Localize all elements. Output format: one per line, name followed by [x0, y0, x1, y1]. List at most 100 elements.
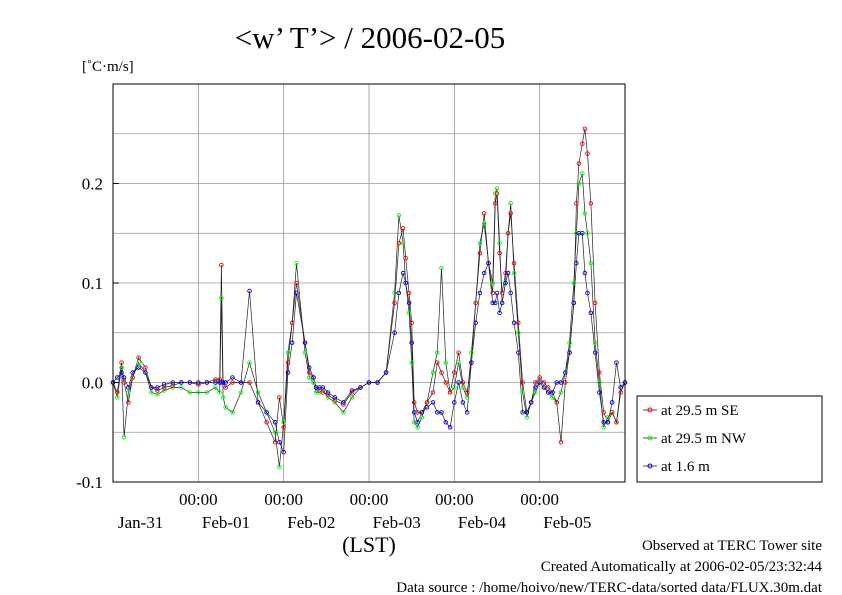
data-point-series-3	[464, 410, 470, 415]
data-point-series-3	[115, 375, 120, 380]
data-point-series-1	[223, 385, 228, 390]
data-point-series-3	[230, 375, 235, 380]
data-point-series-3	[332, 395, 338, 400]
data-point-series-3	[528, 400, 534, 405]
data-point-series-1	[574, 201, 579, 206]
data-point-series-1	[456, 350, 461, 355]
data-point-series-3	[618, 385, 623, 390]
data-point-series-1	[325, 392, 331, 397]
data-point-series-3	[419, 410, 425, 415]
data-point-series-3	[223, 380, 228, 385]
data-point-series-1	[136, 355, 141, 360]
data-point-series-1	[115, 390, 120, 395]
data-point-series-1	[219, 262, 224, 268]
data-point-series-3	[554, 380, 559, 385]
data-point-series-1	[196, 382, 201, 387]
data-point-series-1	[494, 191, 500, 196]
legend-marker	[647, 407, 653, 413]
data-point-series-2	[302, 350, 308, 355]
data-point-series-3	[524, 410, 530, 415]
data-point-series-2	[220, 395, 226, 400]
data-point-series-2	[223, 405, 228, 410]
data-point-series-2	[567, 340, 572, 345]
data-point-series-1	[411, 400, 417, 405]
y-tick-label: 0.2	[82, 175, 103, 194]
x-tick-label-date: Feb-02	[287, 513, 335, 532]
x-tick-label-date: Feb-01	[202, 513, 250, 532]
data-point-series-3	[406, 300, 412, 306]
data-point-series-1	[618, 390, 623, 395]
data-point-series-3	[143, 370, 148, 375]
data-point-series-3	[499, 300, 505, 306]
data-point-series-2	[119, 365, 124, 370]
data-point-series-3	[219, 380, 224, 385]
data-point-series-3	[307, 365, 312, 370]
data-point-series-2	[307, 375, 312, 380]
data-point-series-1	[247, 380, 252, 385]
x-tick-labels: 00:00 00:00 00:00 00:00 00:00 Jan-31 Feb-01 Feb…	[118, 490, 591, 532]
data-point-series-1	[161, 385, 167, 390]
data-point-series-3	[609, 400, 615, 405]
y-tick-label: 0.1	[82, 274, 103, 293]
data-point-series-3	[511, 320, 517, 326]
data-point-series-3	[550, 390, 555, 395]
data-point-series-3	[469, 360, 474, 365]
data-point-series-3	[497, 310, 502, 316]
data-point-series-2	[213, 385, 218, 390]
x-tick-label-date: Feb-05	[543, 513, 591, 532]
data-point-series-1	[499, 290, 505, 296]
data-point-series-3	[443, 420, 449, 425]
data-point-series-1	[439, 370, 444, 375]
data-point-series-1	[585, 151, 590, 156]
data-point-series-1	[497, 250, 502, 256]
data-point-series-2	[115, 395, 120, 400]
data-point-series-3	[430, 400, 436, 405]
data-point-series-3	[447, 425, 453, 430]
data-point-series-1	[317, 388, 322, 393]
data-point-series-2	[443, 360, 449, 365]
data-point-series-3	[605, 420, 611, 425]
data-point-series-3	[341, 400, 346, 405]
x-tick-label-date: Feb-04	[458, 513, 507, 532]
data-point-series-2	[409, 360, 414, 365]
data-point-series-2	[161, 388, 167, 393]
data-point-series-2	[136, 360, 141, 365]
data-point-series-2	[508, 201, 513, 206]
data-point-series-2	[272, 430, 278, 435]
data-point-series-2	[605, 415, 611, 420]
data-point-series-1	[143, 365, 148, 370]
data-point-series-3	[508, 290, 513, 296]
legend: at 29.5 m SE at 29.5 m NW at 1.6 m	[636, 395, 823, 483]
data-point-series-2	[217, 390, 222, 395]
data-point-series-1	[170, 383, 175, 388]
data-point-series-3	[435, 410, 440, 415]
data-point-series-1	[609, 410, 615, 415]
data-point-series-3	[481, 270, 487, 276]
x-axis-label: (LST)	[342, 532, 396, 557]
data-point-series-3	[311, 375, 316, 380]
data-point-series-2	[571, 280, 577, 286]
data-point-series-1	[447, 390, 453, 395]
legend-label: at 1.6 m	[661, 459, 710, 475]
data-point-series-2	[494, 186, 500, 191]
x-tick-label-time: 00:00	[520, 490, 559, 509]
data-point-series-3	[121, 375, 127, 380]
data-point-series-1	[435, 360, 440, 365]
data-point-series-2	[230, 410, 235, 415]
data-point-series-1	[406, 290, 412, 296]
data-point-series-1	[349, 390, 355, 395]
data-point-series-3	[238, 380, 244, 385]
data-point-series-2	[325, 395, 331, 400]
data-point-series-3	[149, 385, 154, 390]
data-point-series-3	[516, 350, 521, 355]
data-point-series-1	[473, 300, 478, 306]
data-point-series-3	[161, 382, 167, 387]
data-point-series-2	[592, 340, 598, 345]
data-point-series-1	[614, 420, 619, 425]
data-point-series-3	[213, 380, 218, 385]
data-point-series-1	[481, 211, 487, 216]
data-point-series-1	[272, 439, 278, 445]
data-point-series-1	[580, 141, 585, 146]
data-point-series-3	[277, 439, 282, 445]
data-point-series-2	[204, 390, 210, 395]
